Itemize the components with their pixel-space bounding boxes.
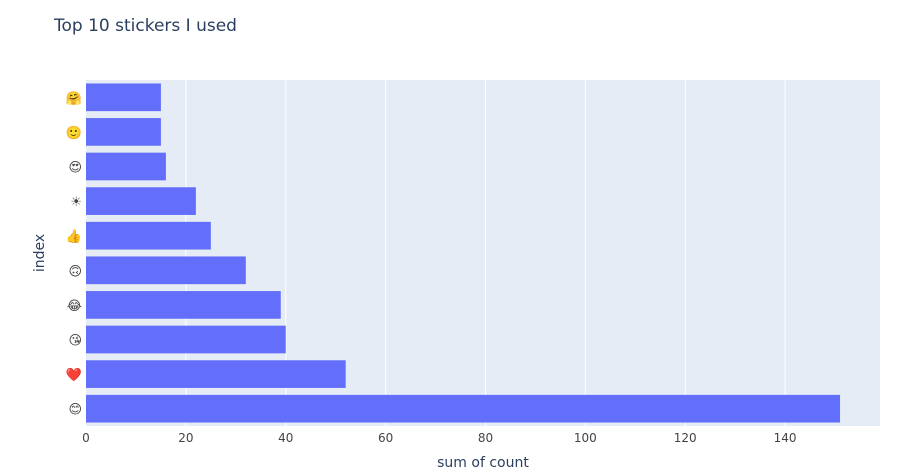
- y-axis-ticks: 😊 ❤️ 😘 😂 🙃 👍 ☀ 😍 🙂 🤗: [66, 90, 83, 417]
- bar-sun-icon[interactable]: [86, 187, 196, 215]
- x-tick-label: 40: [278, 431, 293, 445]
- x-tick-label: 60: [378, 431, 393, 445]
- red-heart-icon: ❤️: [66, 367, 83, 383]
- bar-face-blowing-kiss-icon[interactable]: [86, 325, 286, 354]
- bar-thumbs-up-icon[interactable]: [86, 221, 211, 250]
- bar-face-with-tears-of-joy-icon[interactable]: [86, 291, 281, 319]
- x-tick-label: 140: [774, 431, 797, 445]
- x-tick-label: 120: [674, 431, 697, 445]
- bar-hugging-face-icon[interactable]: [86, 83, 161, 112]
- chart-title: Top 10 stickers I used: [53, 16, 237, 36]
- x-tick-label: 20: [178, 431, 193, 445]
- smiling-face-icon: 😊: [68, 403, 82, 418]
- heart-eyes-face-icon: 😍: [68, 161, 82, 176]
- bar-slightly-smiling-face-icon[interactable]: [86, 118, 161, 146]
- sun-icon: ☀: [70, 195, 82, 210]
- slightly-smiling-face-icon: 🙂: [66, 125, 82, 141]
- bar-smiling-face-icon[interactable]: [86, 394, 841, 423]
- face-blowing-kiss-icon: 😘: [68, 334, 82, 349]
- bar-upside-down-face-icon[interactable]: [86, 256, 246, 285]
- hugging-face-icon: 🤗: [66, 90, 82, 106]
- bar-heart-eyes-face-icon[interactable]: [86, 152, 166, 181]
- x-tick-label: 100: [574, 431, 597, 445]
- thumbs-up-icon: 👍: [66, 229, 82, 245]
- bars: [86, 83, 841, 423]
- x-tick-label: 0: [82, 431, 90, 445]
- upside-down-face-icon: 🙃: [68, 264, 82, 279]
- x-axis-title: sum of count: [437, 455, 529, 471]
- y-axis-title: index: [32, 234, 48, 272]
- bar-red-heart-icon[interactable]: [86, 360, 346, 388]
- x-tick-label: 80: [478, 431, 493, 445]
- x-axis-ticks: 0 20 40 60 80 100 120 140: [82, 431, 796, 445]
- x-gridlines: [185, 80, 786, 426]
- face-with-tears-of-joy-icon: 😂: [67, 299, 82, 314]
